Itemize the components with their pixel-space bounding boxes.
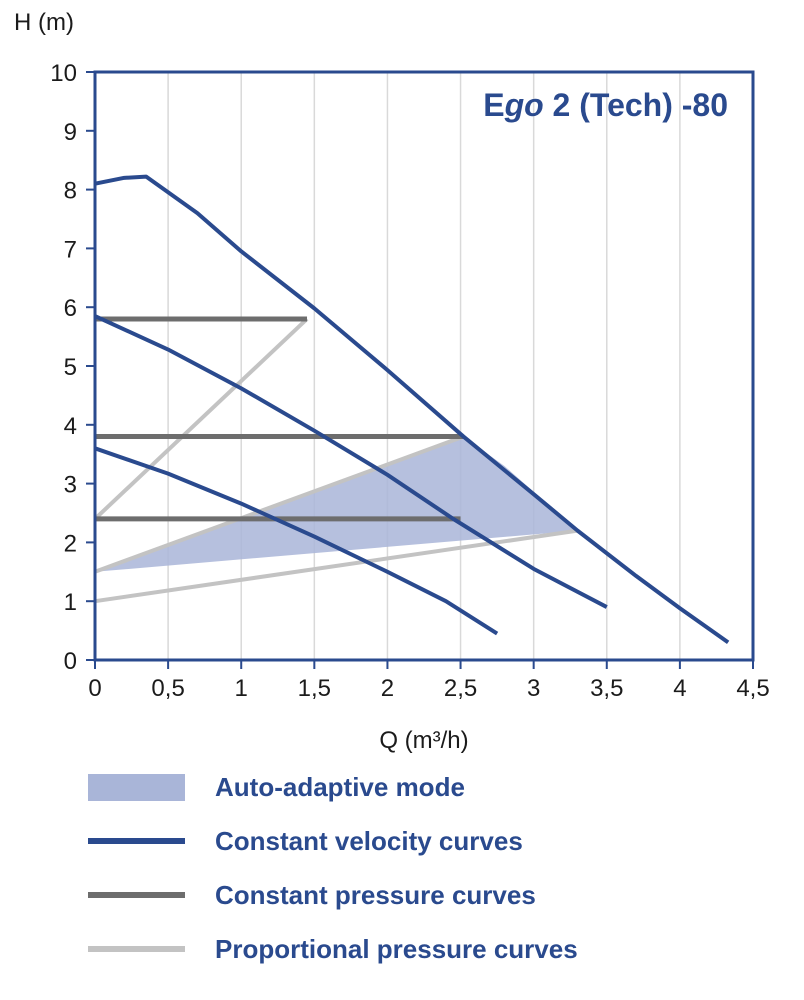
auto-adaptive-area-swatch xyxy=(88,773,185,801)
y-tick-label: 10 xyxy=(50,60,77,87)
legend-label-constant-pressure: Constant pressure curves xyxy=(215,879,536,910)
x-tick-label: 3,5 xyxy=(590,675,623,702)
y-tick-label: 8 xyxy=(64,178,77,205)
y-tick-label: 2 xyxy=(64,530,77,557)
constant-velocity-line-swatch xyxy=(88,838,185,844)
x-tick-label: 4,5 xyxy=(736,675,769,702)
constant-velocity-curve xyxy=(94,174,730,644)
x-tick-label: 0,5 xyxy=(151,675,184,702)
x-tick-label: 1,5 xyxy=(298,675,331,702)
proportional-pressure-line-swatch xyxy=(88,946,185,952)
x-tick-label: 0 xyxy=(88,675,101,702)
y-tick-label: 7 xyxy=(64,236,77,263)
y-tick-label: 6 xyxy=(64,295,77,322)
x-tick-label: 2,5 xyxy=(444,675,477,702)
chart-title-suffix: 2 (Tech) -80 xyxy=(544,87,728,123)
x-tick-label: 3 xyxy=(527,675,540,702)
x-axis-label: Q (m³/h) xyxy=(379,727,468,754)
proportional-pressure-curve xyxy=(94,528,578,604)
y-tick-label: 5 xyxy=(64,354,77,381)
constant-velocity-curve xyxy=(94,446,499,636)
legend-item-constant-pressure: Constant pressure curves xyxy=(88,868,578,922)
y-axis-label: H (m) xyxy=(14,9,74,36)
y-tick-label: 1 xyxy=(64,589,77,616)
plot-frame xyxy=(93,70,755,662)
legend-item-auto-adaptive: Auto-adaptive mode xyxy=(88,760,578,814)
legend-item-constant-velocity: Constant velocity curves xyxy=(88,814,578,868)
y-tick-label: 0 xyxy=(64,648,77,675)
pump-curve-chart: 0 0,5 1 1,5 2 2,5 3 3,5 4 4,5 0 1 2 3 4 5 6 7 8 9 10 H (m) Q… xyxy=(14,9,770,754)
legend-item-proportional-pressure: Proportional pressure curves xyxy=(88,922,578,976)
x-tick-label: 2 xyxy=(381,675,394,702)
y-tick-label: 4 xyxy=(64,413,77,440)
x-tick-label: 4 xyxy=(673,675,686,702)
auto-adaptive-region xyxy=(95,436,578,572)
legend-label-proportional-pressure: Proportional pressure curves xyxy=(215,933,578,964)
legend: Auto-adaptive mode Constant velocity cur… xyxy=(88,760,578,976)
y-tick-label: 3 xyxy=(64,472,77,499)
constant-pressure-line-swatch xyxy=(88,892,185,898)
chart-layers: 0 0,5 1 1,5 2 2,5 3 3,5 4 4,5 0 1 2 3 4 5 6 7 8 9 10 xyxy=(50,60,769,702)
proportional-pressure-curve xyxy=(94,434,465,574)
chart-title-prefix: E xyxy=(483,87,504,123)
legend-label-auto-adaptive: Auto-adaptive mode xyxy=(215,771,465,802)
x-tick-label: 1 xyxy=(235,675,248,702)
chart-title-italic: go xyxy=(504,87,544,123)
proportional-pressure-curve xyxy=(93,317,309,521)
constant-velocity-curve xyxy=(94,314,608,609)
chart-title: Ego 2 (Tech) -80 xyxy=(483,87,728,123)
y-tick-label: 9 xyxy=(64,119,77,146)
legend-label-constant-velocity: Constant velocity curves xyxy=(215,825,523,856)
